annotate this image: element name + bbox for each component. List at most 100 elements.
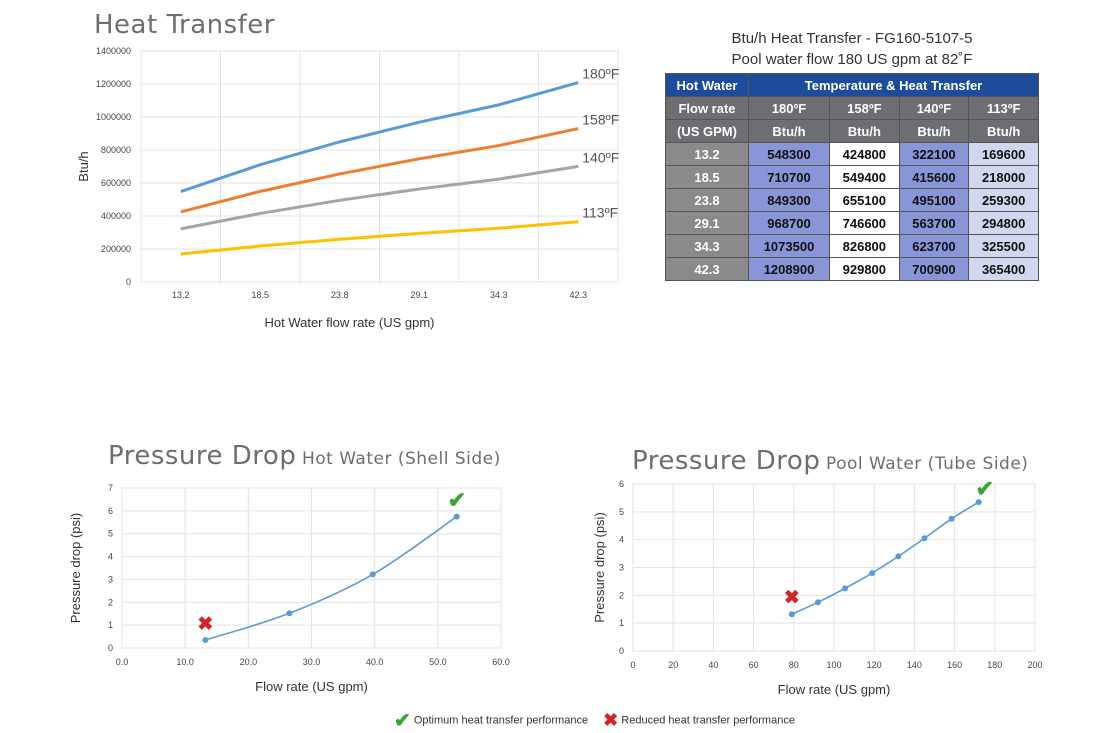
x-tick-label: 60.0: [492, 657, 510, 667]
pressure-drop-hot-chart: 0 1 2 3 4 5 6 7 0.0 10.0 20.0 30.0 40.0 50.0 60.0 ✔ ✖ Flo…: [68, 483, 510, 694]
y-tick-label: 1000000: [96, 112, 131, 122]
series-line: [180, 81, 579, 193]
x-tick-label: 20.0: [240, 657, 258, 667]
y-tick-label: 1400000: [96, 46, 131, 56]
table-caption-line1: Btu/h Heat Transfer - FG160-5107-5: [731, 30, 973, 47]
y-tick-label: 7: [108, 483, 113, 493]
value-cell: 849300: [748, 188, 830, 212]
header-temp-3: 140ºF: [898, 96, 970, 120]
checkmark-icon: ✔: [448, 487, 466, 512]
pd-pool-title-main: Pressure Drop: [632, 446, 821, 476]
value-cell: 495100: [898, 188, 970, 212]
y-tick-label: 4: [619, 535, 624, 545]
y-tick-label: 1200000: [96, 79, 131, 89]
x-tick-label: 60: [749, 660, 759, 670]
flow-cell: 29.1: [665, 211, 749, 235]
pd-pool-title-sub: Pool Water (Tube Side): [825, 454, 1029, 474]
x-tick-label: 34.3: [490, 290, 508, 300]
x-tick-label: 120: [867, 660, 882, 670]
y-tick-label: 2: [108, 597, 113, 607]
data-point: [921, 535, 928, 542]
legend-reduced-label: Reduced heat transfer performance: [621, 714, 795, 727]
value-cell: 563700: [898, 211, 970, 235]
y-tick-label: 2: [619, 590, 624, 600]
value-cell: 259300: [968, 188, 1039, 212]
value-cell: 294800: [968, 211, 1039, 235]
header-unit-1: Btu/h: [748, 119, 830, 143]
x-tick-label: 50.0: [429, 657, 447, 667]
pd-hot-title-main: Pressure Drop: [108, 441, 297, 471]
value-cell: 218000: [968, 165, 1039, 189]
table-row: 42.3 1208900 929800 700900 365400: [665, 257, 1039, 281]
data-point: [869, 570, 876, 577]
value-cell: 365400: [968, 257, 1039, 281]
y-axis-title: Pressure drop (psi): [592, 512, 607, 623]
table-row: 34.3 1073500 826800 623700 325500: [665, 234, 1039, 258]
series-label: 180ºF: [582, 66, 619, 82]
header-hot-water: Hot Water: [665, 73, 749, 97]
x-tick-label: 13.2: [172, 290, 190, 300]
flow-cell: 18.5: [665, 165, 749, 189]
x-tick-label: 40: [708, 660, 718, 670]
cross-icon: ✖: [784, 588, 800, 609]
value-cell: 1208900: [748, 257, 830, 281]
x-tick-label: 140: [907, 660, 922, 670]
series-line: [180, 220, 579, 256]
x-tick-label: 20: [668, 660, 678, 670]
pd-hot-title: Pressure Drop Hot Water (Shell Side): [108, 441, 501, 471]
x-tick-label: 160: [947, 660, 962, 670]
series-line: [205, 515, 458, 641]
data-point: [369, 571, 376, 578]
value-cell: 548300: [748, 142, 830, 166]
y-tick-label: 0: [108, 643, 113, 653]
data-point: [895, 553, 902, 560]
x-axis-title: Flow rate (US gpm): [255, 679, 368, 694]
table-caption-line2: Pool water flow 180 US gpm at 82˚F: [731, 51, 973, 68]
flow-cell: 34.3: [665, 234, 749, 258]
pd-pool-title: Pressure Drop Pool Water (Tube Side): [632, 446, 1028, 476]
x-axis-title: Hot Water flow rate (US gpm): [264, 315, 434, 330]
checkmark-icon: ✔: [394, 710, 411, 732]
y-tick-label: 0: [619, 646, 624, 656]
x-tick-label: 100: [826, 660, 841, 670]
value-cell: 169600: [968, 142, 1039, 166]
header-unit-4: Btu/h: [968, 119, 1039, 143]
value-cell: 929800: [829, 257, 900, 281]
table-row: 18.5 710700 549400 415600 218000: [665, 165, 1039, 189]
value-cell: 710700: [748, 165, 830, 189]
value-cell: 549400: [829, 165, 900, 189]
cross-icon: ✖: [603, 710, 619, 730]
y-tick-label: 0: [126, 277, 131, 287]
value-cell: 424800: [829, 142, 900, 166]
y-tick-label: 1: [108, 620, 113, 630]
x-tick-label: 29.1: [410, 290, 428, 300]
y-tick-label: 6: [619, 479, 624, 489]
y-tick-label: 3: [619, 563, 624, 573]
y-tick-label: 5: [619, 507, 624, 517]
value-cell: 1073500: [748, 234, 830, 258]
cross-icon: ✖: [197, 614, 213, 635]
series-label: 113ºF: [582, 205, 618, 221]
header-us-gpm: (US GPM): [665, 119, 749, 143]
y-tick-label: 3: [108, 574, 113, 584]
y-tick-label: 600000: [101, 178, 131, 188]
data-point: [814, 599, 821, 606]
data-point: [453, 513, 460, 520]
y-tick-label: 400000: [101, 211, 131, 221]
y-axis-title: Pressure drop (psi): [68, 513, 83, 624]
y-tick-label: 200000: [101, 244, 131, 254]
y-axis-title: Btu/h: [76, 151, 91, 181]
pd-hot-title-sub: Hot Water (Shell Side): [301, 449, 501, 469]
header-temp-4: 113ºF: [968, 96, 1039, 120]
series-line: [180, 127, 579, 214]
value-cell: 700900: [898, 257, 970, 281]
header-unit-2: Btu/h: [829, 119, 900, 143]
value-cell: 623700: [898, 234, 970, 258]
data-point: [975, 499, 982, 506]
header-temp-1: 180ºF: [748, 96, 830, 120]
flow-cell: 23.8: [665, 188, 749, 212]
value-cell: 322100: [898, 142, 970, 166]
data-point: [788, 611, 795, 618]
value-cell: 655100: [829, 188, 900, 212]
